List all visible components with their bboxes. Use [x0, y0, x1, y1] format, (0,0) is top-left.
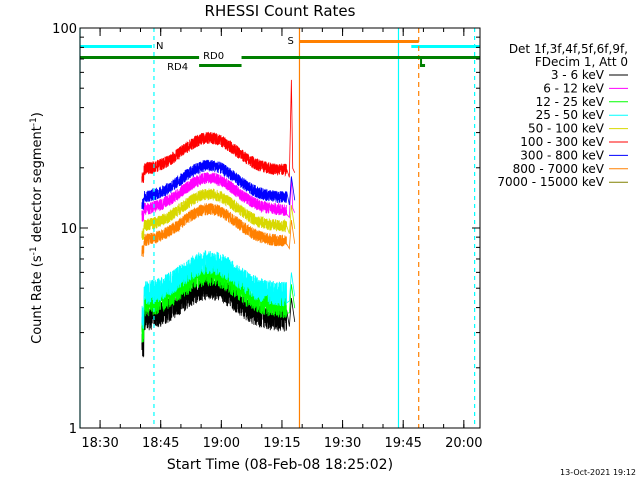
legend-label: 3 - 6 keV [551, 68, 605, 82]
legend-label: 100 - 300 keV [520, 135, 604, 149]
legend-label: 800 - 7000 keV [513, 162, 605, 176]
x-tick-label: 18:30 [81, 436, 118, 451]
series-line [141, 202, 296, 258]
x-tick-label: 19:15 [263, 436, 300, 451]
decim-label-rd0: RD0 [203, 51, 224, 62]
chart-title: RHESSI Count Rates [205, 2, 356, 20]
night-bar [411, 45, 480, 48]
legend-header-line-1: Det 1f,3f,4f,5f,6f,9f, [509, 42, 628, 56]
legend-label: 25 - 50 keV [536, 108, 605, 122]
y-tick-label: 1 [69, 422, 77, 437]
decim-bar-rd0-late [241, 56, 480, 59]
footer-date: 13-Oct-2021 19:12 [560, 468, 636, 477]
x-axis-label: Start Time (08-Feb-08 18:25:02) [167, 457, 393, 473]
x-tick-label: 19:30 [324, 436, 361, 451]
series-line [141, 159, 296, 210]
legend-label: 50 - 100 keV [528, 122, 605, 136]
night-bar [80, 45, 152, 48]
series-line [141, 172, 296, 222]
legend-label: 7000 - 15000 keV [497, 175, 604, 189]
saa-bar [299, 40, 419, 43]
x-tick-label: 20:00 [445, 436, 482, 451]
axis-layer: 18:30 18:45 19:00 19:15 19:30 19:45 20:00 1 10 10… [52, 22, 482, 451]
legend: Det 1f,3f,4f,5f,6f,9f, FDecim 1, Att 0 3… [497, 42, 628, 189]
legend-label: 6 - 12 keV [543, 81, 605, 95]
night-label: N [156, 41, 163, 52]
decim-bar-rd4 [199, 64, 242, 67]
series-line [141, 250, 296, 330]
y-axis-label: Count Rate (s-1 detector segment-1) [29, 112, 45, 344]
decim-step [420, 58, 423, 67]
saa-label: S [287, 36, 293, 47]
legend-label: 12 - 25 keV [536, 95, 605, 109]
x-tick-label: 19:45 [384, 436, 421, 451]
y-tick-label: 100 [52, 22, 77, 37]
decim-label-rd4: RD4 [167, 62, 188, 73]
series-line [141, 188, 296, 241]
legend-label: 300 - 800 keV [520, 148, 604, 162]
decim-bar-rd0 [80, 56, 200, 59]
y-tick-label: 10 [60, 222, 77, 237]
x-tick-label: 19:00 [203, 436, 240, 451]
x-tick-label: 18:45 [142, 436, 179, 451]
legend-header-line-2: FDecim 1, Att 0 [535, 55, 628, 69]
decim-step-foot [420, 64, 426, 67]
series-line [141, 79, 296, 183]
data-series-layer [141, 79, 296, 358]
